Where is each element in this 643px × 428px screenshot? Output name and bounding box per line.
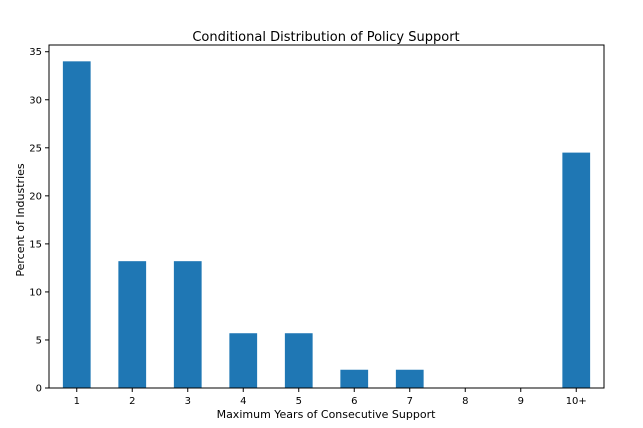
- y-tick-label: 15: [29, 239, 42, 250]
- y-tick-label: 5: [36, 335, 42, 346]
- bar-5: [284, 333, 313, 388]
- y-tick-label: 35: [29, 47, 42, 58]
- y-tick-label: 30: [29, 95, 42, 106]
- y-tick-label: 10: [29, 287, 42, 298]
- y-tick-label: 20: [29, 191, 42, 202]
- x-tick-label: 5: [296, 396, 302, 407]
- x-tick-label: 8: [462, 396, 468, 407]
- y-axis-label: Percent of Industries: [14, 163, 27, 277]
- bar-1: [62, 61, 91, 388]
- plot-frame: [48, 44, 605, 389]
- x-tick-label: 1: [74, 396, 80, 407]
- bar-6: [340, 369, 369, 388]
- y-tick-label: 0: [36, 384, 42, 395]
- x-tick-label: 9: [518, 396, 524, 407]
- bar-10plus: [562, 152, 591, 388]
- x-tick-label: 2: [129, 396, 135, 407]
- y-axis: 0 5 10 15 20 25 30 35: [29, 47, 49, 395]
- bar-4: [229, 333, 258, 388]
- x-tick-label: 6: [351, 396, 357, 407]
- chart-title: Conditional Distribution of Policy Suppo…: [192, 30, 459, 45]
- x-tick-label: 7: [407, 396, 413, 407]
- bar-3: [173, 261, 202, 388]
- x-axis-label: Maximum Years of Consecutive Support: [217, 408, 437, 421]
- x-tick-label: 3: [185, 396, 191, 407]
- x-tick-label: 10+: [566, 396, 587, 407]
- bar-7: [395, 369, 424, 388]
- y-tick-label: 25: [29, 143, 42, 154]
- bars-group: [62, 61, 591, 388]
- bar-2: [118, 261, 147, 388]
- x-axis: 1 2 3 4 5 6 7 8 9 10+: [74, 388, 587, 407]
- x-tick-label: 4: [240, 396, 246, 407]
